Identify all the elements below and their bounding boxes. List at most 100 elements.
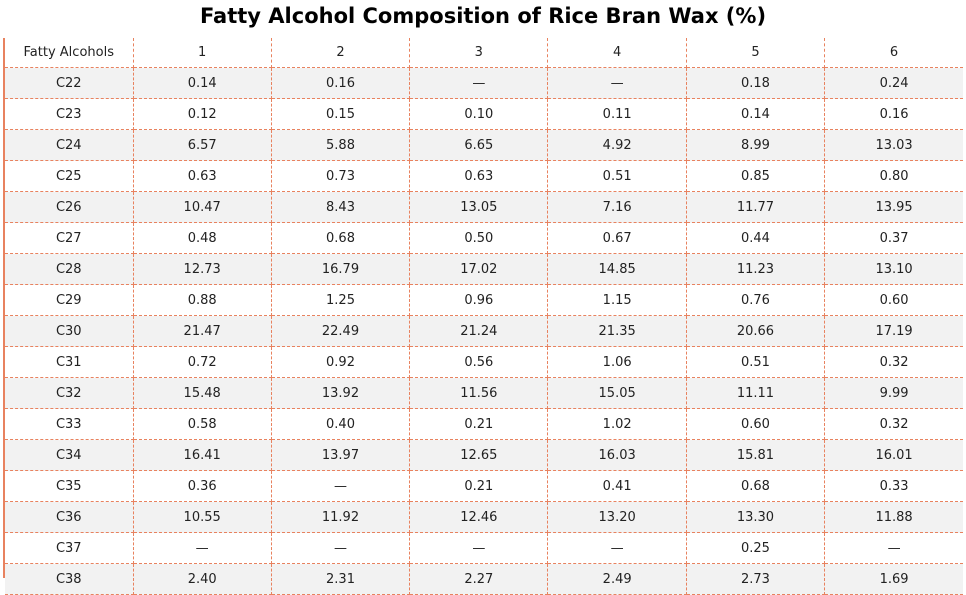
table-row: C37— — — —0.25—: [5, 532, 963, 564]
value-cell: 9.99: [824, 377, 963, 409]
value-cell: 0.36: [133, 470, 272, 502]
table-row: C24 6.57 5.88 6.65 4.92 8.99 13.03: [5, 129, 963, 161]
value-cell: 0.56: [409, 346, 549, 378]
value-cell: —: [547, 67, 687, 99]
value-cell: —: [409, 67, 549, 99]
value-cell: 0.68: [271, 222, 411, 254]
value-cell: —: [547, 532, 687, 564]
value-cell: 0.21: [409, 470, 549, 502]
value-cell: 21.24: [409, 315, 549, 347]
value-cell: 0.80: [824, 160, 963, 192]
value-cell: 21.47: [133, 315, 272, 347]
value-cell: 16.03: [547, 439, 687, 471]
table-row: C30 21.47 22.49 21.24 21.35 20.66 17.19: [5, 315, 963, 347]
value-cell: 0.88: [133, 284, 272, 316]
table-row: C35 0.36—0.21 0.41 0.68 0.33: [5, 470, 963, 502]
value-cell: 0.63: [409, 160, 549, 192]
value-cell: 4.92: [547, 129, 687, 161]
value-cell: 2.40: [133, 563, 272, 595]
value-cell: 13.03: [824, 129, 963, 161]
table-row: C33 0.58 0.40 0.21 1.02 0.60 0.32: [5, 408, 963, 440]
value-cell: 16.41: [133, 439, 272, 471]
value-cell: 16.79: [271, 253, 411, 285]
row-label-cell: C38: [5, 563, 134, 595]
value-cell: —: [271, 532, 411, 564]
value-cell: 0.24: [824, 67, 963, 99]
value-cell: 12.65: [409, 439, 549, 471]
table-row: C22 0.14 0.16— —0.18 0.24: [5, 67, 963, 99]
value-cell: 17.02: [409, 253, 549, 285]
value-cell: 1.02: [547, 408, 687, 440]
table-row: C25 0.63 0.73 0.63 0.51 0.85 0.80: [5, 160, 963, 192]
value-cell: 13.97: [271, 439, 411, 471]
value-cell: 0.85: [686, 160, 826, 192]
value-cell: 12.73: [133, 253, 272, 285]
table-row: C32 15.48 13.92 11.56 15.05 11.11 9.99: [5, 377, 963, 409]
value-cell: 0.18: [686, 67, 826, 99]
value-cell: 13.05: [409, 191, 549, 223]
table-row: C27 0.48 0.68 0.50 0.67 0.44 0.37: [5, 222, 963, 254]
value-cell: 13.20: [547, 501, 687, 533]
value-cell: 0.12: [133, 98, 272, 130]
value-cell: 13.95: [824, 191, 963, 223]
value-cell: 0.14: [133, 67, 272, 99]
value-cell: 7.16: [547, 191, 687, 223]
value-cell: 0.60: [824, 284, 963, 316]
value-cell: 22.49: [271, 315, 411, 347]
value-cell: 11.92: [271, 501, 411, 533]
value-cell: 15.05: [547, 377, 687, 409]
value-cell: 13.10: [824, 253, 963, 285]
value-cell: 0.60: [686, 408, 826, 440]
value-cell: 0.32: [824, 346, 963, 378]
row-label-cell: C32: [5, 377, 134, 409]
value-cell: 0.51: [686, 346, 826, 378]
table-row: C36 10.55 11.92 12.46 13.20 13.30 11.88: [5, 501, 963, 533]
value-cell: 2.27: [409, 563, 549, 595]
composition-table: Fatty Alcohols 1 2 3 4 5 6 C22 0.14 0.16— —…: [5, 38, 963, 595]
column-header: 3: [409, 38, 549, 68]
row-label-cell: C22: [5, 67, 134, 99]
value-cell: 6.65: [409, 129, 549, 161]
value-cell: 0.33: [824, 470, 963, 502]
value-cell: 16.01: [824, 439, 963, 471]
value-cell: 11.77: [686, 191, 826, 223]
row-label-cell: C34: [5, 439, 134, 471]
value-cell: 21.35: [547, 315, 687, 347]
value-cell: 0.40: [271, 408, 411, 440]
value-cell: 10.55: [133, 501, 272, 533]
column-header: 4: [547, 38, 687, 68]
table-row: C28 12.73 16.79 17.02 14.85 11.23 13.10: [5, 253, 963, 285]
column-header: 1: [133, 38, 272, 68]
row-label-cell: C23: [5, 98, 134, 130]
value-cell: 0.51: [547, 160, 687, 192]
table-title: Fatty Alcohol Composition of Rice Bran W…: [199, 4, 767, 28]
value-cell: 0.48: [133, 222, 272, 254]
table-body: C22 0.14 0.16— —0.18 0.24 C23 0.12 0.15 0.10 0.11…: [5, 67, 963, 595]
value-cell: 0.32: [824, 408, 963, 440]
row-label-cell: C30: [5, 315, 134, 347]
value-cell: 0.72: [133, 346, 272, 378]
value-cell: 2.73: [686, 563, 826, 595]
value-cell: 12.46: [409, 501, 549, 533]
value-cell: 13.30: [686, 501, 826, 533]
value-cell: —: [409, 532, 549, 564]
table-row: C23 0.12 0.15 0.10 0.11 0.14 0.16: [5, 98, 963, 130]
row-label-cell: C28: [5, 253, 134, 285]
value-cell: 2.31: [271, 563, 411, 595]
value-cell: 15.81: [686, 439, 826, 471]
value-cell: —: [824, 532, 963, 564]
value-cell: 0.96: [409, 284, 549, 316]
value-cell: 14.85: [547, 253, 687, 285]
value-cell: 0.16: [824, 98, 963, 130]
table-row: C34 16.41 13.97 12.65 16.03 15.81 16.01: [5, 439, 963, 471]
value-cell: 0.16: [271, 67, 411, 99]
value-cell: 1.25: [271, 284, 411, 316]
value-cell: 8.43: [271, 191, 411, 223]
composition-table-container: Fatty Alcohols 1 2 3 4 5 6 C22 0.14 0.16— —…: [3, 38, 963, 595]
value-cell: 0.58: [133, 408, 272, 440]
value-cell: 0.73: [271, 160, 411, 192]
value-cell: 15.48: [133, 377, 272, 409]
value-cell: 8.99: [686, 129, 826, 161]
table-row: C31 0.72 0.92 0.56 1.06 0.51 0.32: [5, 346, 963, 378]
row-label-cell: C27: [5, 222, 134, 254]
